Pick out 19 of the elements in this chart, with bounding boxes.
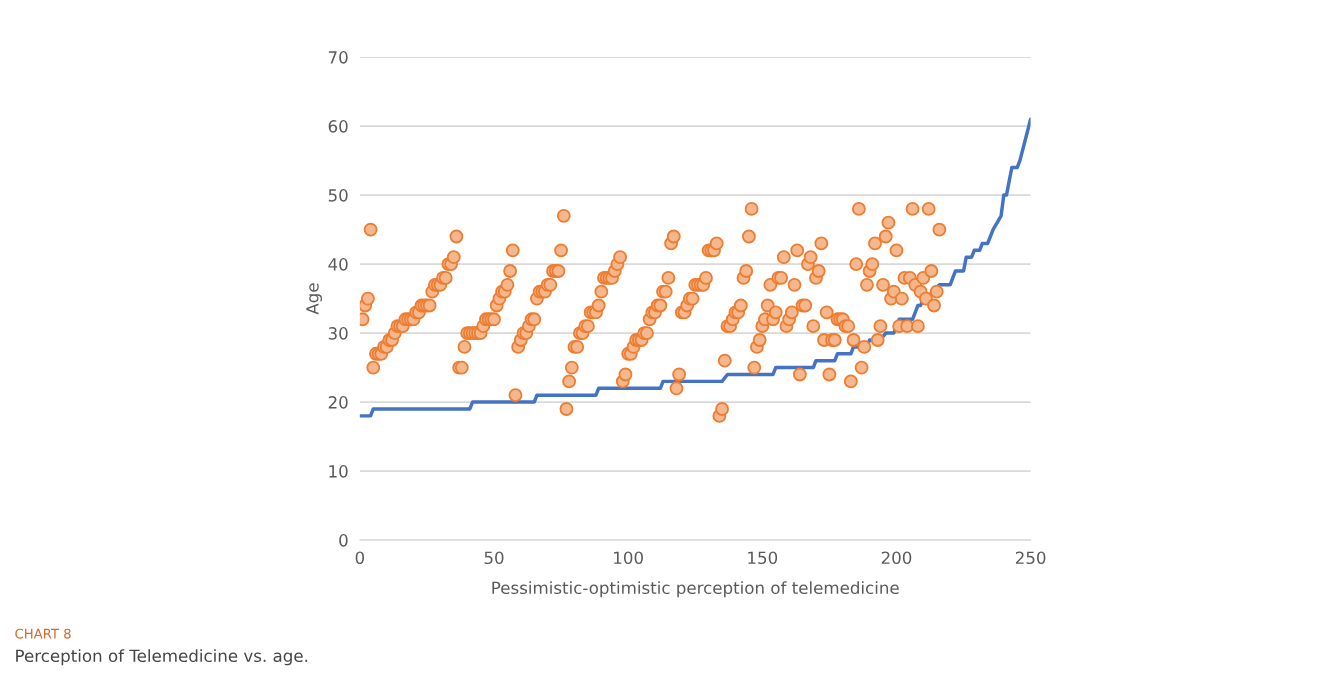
- x-tick-label: 0: [355, 551, 365, 565]
- text: Perception of Telemedicine vs. age.: [16, 649, 308, 666]
- y-tick-label: 50: [328, 189, 348, 202]
- y-tick-label: 60: [328, 120, 348, 133]
- x-tick-label: 250: [1015, 551, 1046, 565]
- y-tick-label: 40: [328, 258, 348, 271]
- y-tick-label: 20: [328, 396, 348, 409]
- y-tick-label: 30: [328, 327, 348, 340]
- y-axis-title: Age: [306, 283, 322, 315]
- x-tick-label: 50: [484, 551, 504, 565]
- x-axis-title: Pessimistic-optimistic perception of telemedicine: [492, 581, 899, 598]
- y-tick-label: 70: [328, 51, 348, 64]
- line-series: [359, 117, 1031, 418]
- x-tick-label: 150: [748, 551, 778, 565]
- x-tick-label: 100: [614, 551, 643, 565]
- x-tick-label: 200: [881, 551, 912, 565]
- caption: CHART 8: [15, 628, 71, 639]
- y-tick-label: 10: [329, 465, 348, 478]
- y-tick-label: 0: [339, 534, 348, 547]
